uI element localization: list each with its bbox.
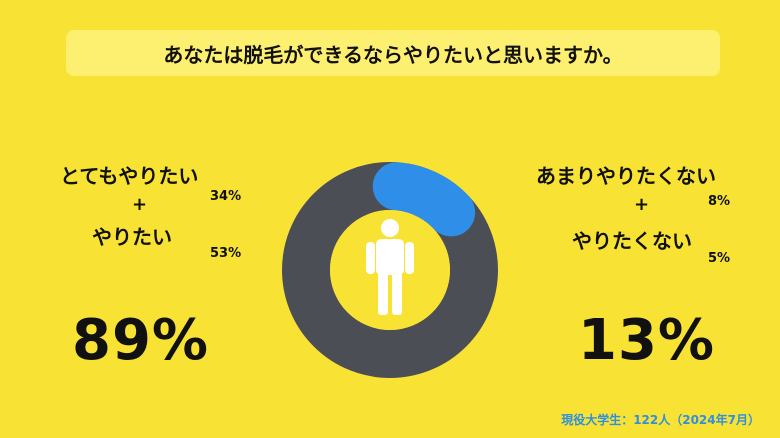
right-total: 13% (578, 308, 716, 373)
title-box: あなたは脱毛ができるならやりたいと思いますか。 (66, 30, 720, 76)
donut-slice-highlight (372, 162, 476, 237)
donut-chart (282, 162, 498, 378)
left-pct-2: 53% (210, 246, 242, 261)
left-label-1: とてもやりたい (60, 164, 199, 188)
right-label-2: やりたくない (572, 229, 692, 253)
footer-note: 現役大学生：122人（2024年7月） (561, 413, 760, 427)
left-plus: + (132, 194, 148, 215)
person-icon (366, 219, 414, 315)
chart-title: あなたは脱毛ができるならやりたいと思いますか。 (163, 42, 623, 67)
right-plus: + (634, 194, 650, 215)
left-total: 89% (72, 308, 210, 373)
right-pct-2: 5% (708, 251, 731, 266)
right-pct-1: 8% (708, 194, 731, 209)
left-pct-1: 34% (210, 189, 242, 204)
right-label-1: あまりやりたくない (536, 164, 716, 188)
left-label-2: やりたい (92, 225, 172, 249)
